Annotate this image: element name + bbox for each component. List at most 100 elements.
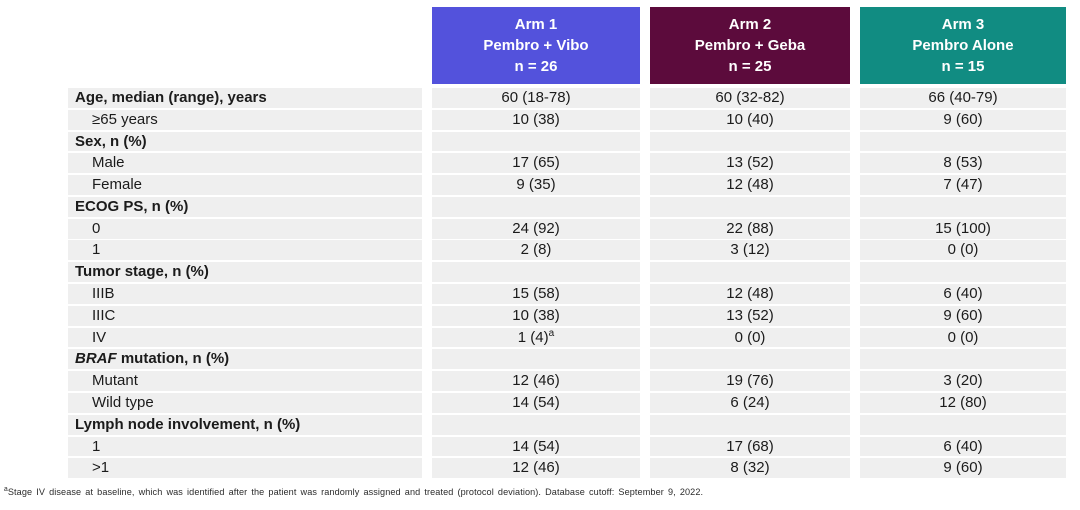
row-value-arm3: 0 (0) xyxy=(860,240,1066,261)
row-value-arm2: 12 (48) xyxy=(650,175,850,196)
row-value-arm1: 17 (65) xyxy=(432,153,640,174)
footnote: aStage IV disease at baseline, which was… xyxy=(4,485,704,498)
row-value-arm2: 10 (40) xyxy=(650,109,850,130)
row-label: Wild type xyxy=(68,392,422,413)
row-label: BRAF mutation, n (%) xyxy=(68,349,422,370)
row-value-arm2: 22 (88) xyxy=(650,218,850,239)
row-value-arm1: 12 (46) xyxy=(432,458,640,479)
row-value-arm3: 8 (53) xyxy=(860,153,1066,174)
row-label: Mutant xyxy=(68,371,422,392)
arm3-n: n = 15 xyxy=(941,58,985,75)
row-value-arm3: 12 (80) xyxy=(860,392,1066,413)
table-row: 1 2 (8) 3 (12) 0 (0) xyxy=(68,240,1066,261)
row-value-arm1: 24 (92) xyxy=(432,218,640,239)
row-label: Female xyxy=(68,175,422,196)
row-label: ≥65 years xyxy=(68,109,422,130)
arm1-n: n = 26 xyxy=(514,58,558,75)
row-value-arm1: 14 (54) xyxy=(432,436,640,457)
table-row: Male 17 (65) 13 (52) 8 (53) xyxy=(68,153,1066,174)
row-label: Sex, n (%) xyxy=(68,131,422,152)
footnote-marker: a xyxy=(4,485,8,493)
arm3-title: Arm 3 xyxy=(941,16,985,33)
row-value-arm3: 15 (100) xyxy=(860,218,1066,239)
row-value-arm2: 6 (24) xyxy=(650,392,850,413)
table-row: BRAF mutation, n (%) xyxy=(68,349,1066,370)
row-label: ECOG PS, n (%) xyxy=(68,196,422,217)
row-label: 1 xyxy=(68,240,422,261)
row-value-arm3: 6 (40) xyxy=(860,436,1066,457)
row-value-arm3: 9 (60) xyxy=(860,458,1066,479)
arm1-treatment: Pembro + Vibo xyxy=(483,37,589,54)
row-value-arm2: 3 (12) xyxy=(650,240,850,261)
row-value-arm3: 9 (60) xyxy=(860,305,1066,326)
table-row: IIIC 10 (38) 13 (52) 9 (60) xyxy=(68,305,1066,326)
table-row: Tumor stage, n (%) xyxy=(68,262,1066,283)
row-value-arm1: 10 (38) xyxy=(432,109,640,130)
row-label: Tumor stage, n (%) xyxy=(68,262,422,283)
row-value-arm3 xyxy=(860,262,1066,283)
row-label: >1 xyxy=(68,458,422,479)
column-header-arm2: Arm 2 Pembro + Geba n = 25 xyxy=(650,7,850,84)
row-value-arm1: 1 (4)a xyxy=(432,327,640,348)
row-label: IIIB xyxy=(68,284,422,304)
row-value-arm3: 0 (0) xyxy=(860,327,1066,348)
table-body: Age, median (range), years 60 (18-78) 60… xyxy=(68,88,1066,480)
table-row: Mutant 12 (46) 19 (76) 3 (20) xyxy=(68,371,1066,392)
row-value-arm2: 12 (48) xyxy=(650,284,850,304)
arm2-n: n = 25 xyxy=(728,58,772,75)
row-value-arm2 xyxy=(650,414,850,435)
row-value-arm3: 66 (40-79) xyxy=(860,88,1066,108)
table-row: 0 24 (92) 22 (88) 15 (100) xyxy=(68,218,1066,239)
row-value-arm1 xyxy=(432,414,640,435)
footnote-text: Stage IV disease at baseline, which was … xyxy=(7,487,704,498)
table-row: 1 14 (54) 17 (68) 6 (40) xyxy=(68,436,1066,457)
row-value-arm1 xyxy=(432,262,640,283)
row-value-arm2 xyxy=(650,196,850,217)
column-header-arm1: Arm 1 Pembro + Vibo n = 26 xyxy=(432,7,640,84)
arm1-title: Arm 1 xyxy=(514,16,558,33)
row-value-arm1 xyxy=(432,349,640,370)
table-row: Sex, n (%) xyxy=(68,131,1066,152)
row-value-arm2: 13 (52) xyxy=(650,305,850,326)
row-label: IIIC xyxy=(68,305,422,326)
table-row: IV 1 (4)a 0 (0) 0 (0) xyxy=(68,327,1066,348)
table-row: IIIB 15 (58) 12 (48) 6 (40) xyxy=(68,284,1066,304)
row-value-arm3 xyxy=(860,131,1066,152)
row-value-arm2 xyxy=(650,349,850,370)
row-label: Age, median (range), years xyxy=(68,88,422,108)
row-value-arm1: 14 (54) xyxy=(432,392,640,413)
row-value-arm3 xyxy=(860,349,1066,370)
row-value-arm2 xyxy=(650,262,850,283)
row-value-arm2: 8 (32) xyxy=(650,458,850,479)
row-value-arm2: 0 (0) xyxy=(650,327,850,348)
row-value-arm1 xyxy=(432,196,640,217)
row-label: 1 xyxy=(68,436,422,457)
row-value-arm1: 10 (38) xyxy=(432,305,640,326)
row-label: 0 xyxy=(68,218,422,239)
row-value-arm3: 3 (20) xyxy=(860,371,1066,392)
row-value-arm2: 60 (32-82) xyxy=(650,88,850,108)
table-row: ≥65 years 10 (38) 10 (40) 9 (60) xyxy=(68,109,1066,130)
arm2-treatment: Pembro + Geba xyxy=(694,37,806,54)
row-label: Lymph node involvement, n (%) xyxy=(68,414,422,435)
row-value-arm2: 13 (52) xyxy=(650,153,850,174)
row-value-arm3: 7 (47) xyxy=(860,175,1066,196)
row-value-arm3: 6 (40) xyxy=(860,284,1066,304)
row-value-arm1: 15 (58) xyxy=(432,284,640,304)
table-row: Lymph node involvement, n (%) xyxy=(68,414,1066,435)
row-value-arm1: 2 (8) xyxy=(432,240,640,261)
table-row: Wild type 14 (54) 6 (24) 12 (80) xyxy=(68,392,1066,413)
row-value-arm3 xyxy=(860,196,1066,217)
row-value-arm1: 9 (35) xyxy=(432,175,640,196)
row-value-arm2: 17 (68) xyxy=(650,436,850,457)
arm2-title: Arm 2 xyxy=(728,16,772,33)
row-label: Male xyxy=(68,153,422,174)
row-label: IV xyxy=(68,327,422,348)
row-value-arm3 xyxy=(860,414,1066,435)
row-value-arm1 xyxy=(432,131,640,152)
table-row: >1 12 (46) 8 (32) 9 (60) xyxy=(68,458,1066,479)
row-value-arm1: 60 (18-78) xyxy=(432,88,640,108)
arm3-treatment: Pembro Alone xyxy=(912,37,1014,54)
table-row: Female 9 (35) 12 (48) 7 (47) xyxy=(68,175,1066,196)
